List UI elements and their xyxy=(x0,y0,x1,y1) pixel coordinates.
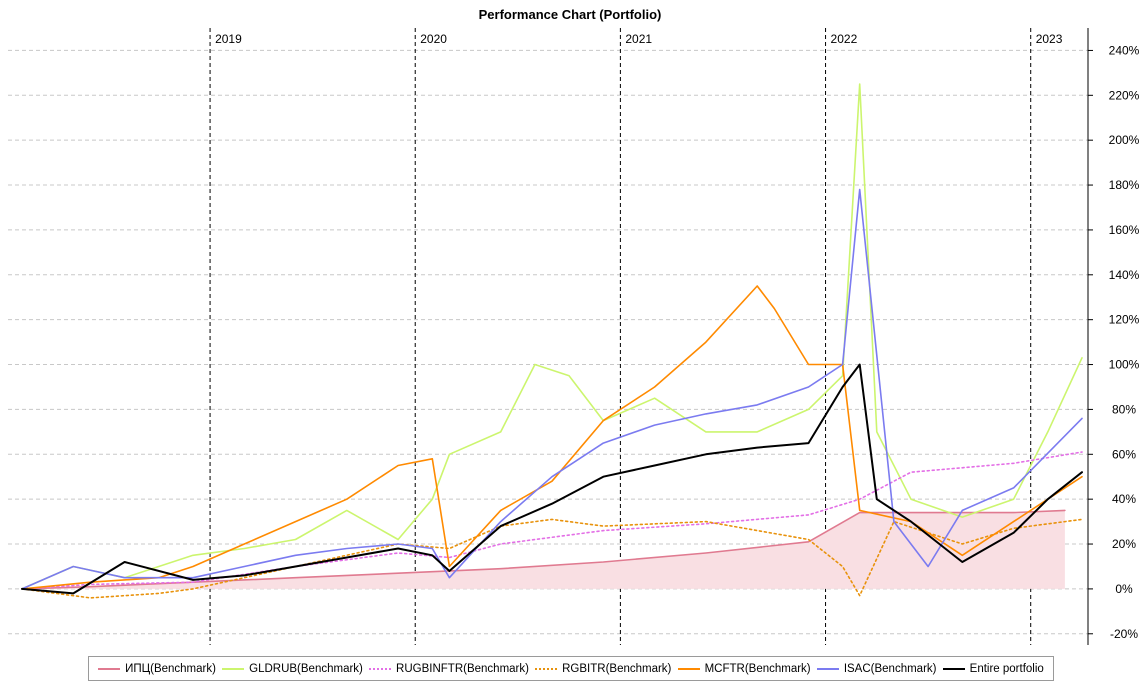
legend-label: MCFTR(Benchmark) xyxy=(704,662,811,675)
legend-swatch xyxy=(677,667,700,670)
y-tick-label: 160% xyxy=(1109,223,1140,237)
legend-item: Entire portfolio xyxy=(942,662,1044,675)
legend-label: ИПЦ(Benchmark) xyxy=(125,662,216,675)
series-line-isac-benchmark xyxy=(21,188,1083,590)
legend-label: ISAC(Benchmark) xyxy=(843,662,937,675)
legend-swatch xyxy=(535,667,558,670)
legend-swatch xyxy=(98,667,121,670)
legend-label: RGBITR(Benchmark) xyxy=(562,662,672,675)
legend-item: ИПЦ(Benchmark) xyxy=(98,663,216,675)
legend-swatch xyxy=(942,667,965,670)
legend-swatch xyxy=(816,667,839,670)
series-layer xyxy=(21,83,1083,599)
year-label: 2022 xyxy=(831,32,858,46)
y-tick-label: 200% xyxy=(1109,133,1140,147)
legend-label: Entire portfolio xyxy=(969,662,1044,675)
y-tick-label: 240% xyxy=(1109,43,1140,57)
series-line-mcftr-benchmark xyxy=(21,285,1083,590)
series-fill-ипц-benchmark xyxy=(22,510,1065,589)
y-tick-label: 80% xyxy=(1112,402,1136,416)
axis-layer: -20% 0% 20% 40% 60% 80% 100% 120% 140% 160% 180% 20… xyxy=(1087,28,1140,645)
y-tick-label: 60% xyxy=(1112,447,1136,461)
legend-item: ISAC(Benchmark) xyxy=(816,662,937,675)
legend-label: RUGBINFTR(Benchmark) xyxy=(396,662,529,675)
y-tick-label: 120% xyxy=(1109,313,1140,327)
y-tick-label: -20% xyxy=(1110,627,1138,641)
y-tick-label: 20% xyxy=(1112,537,1136,551)
legend-item: RGBITR(Benchmark) xyxy=(535,663,671,675)
fill-layer xyxy=(22,510,1065,589)
chart-title: Performance Chart (Portfolio) xyxy=(479,7,662,22)
year-label: 2020 xyxy=(420,32,447,46)
year-label: 2019 xyxy=(215,32,242,46)
series-line-entire-portfolio xyxy=(21,363,1083,595)
year-label: 2021 xyxy=(625,32,652,46)
legend-swatch xyxy=(222,667,245,670)
series-line-rgbitr-benchmark xyxy=(21,518,1083,599)
grid-layer: 2019 2020 2021 2022 2023 xyxy=(8,28,1088,645)
y-tick-label: 100% xyxy=(1109,358,1140,372)
y-tick-label: 140% xyxy=(1109,268,1140,282)
y-tick-label: 180% xyxy=(1109,178,1140,192)
y-tick-label: 220% xyxy=(1109,88,1140,102)
legend-item: RUGBINFTR(Benchmark) xyxy=(369,663,529,675)
series-line-gldrub-benchmark xyxy=(21,83,1083,590)
y-tick-label: 0% xyxy=(1115,582,1133,596)
legend-label: GLDRUB(Benchmark) xyxy=(249,662,363,675)
y-tick-label: 40% xyxy=(1112,492,1136,506)
legend-swatch xyxy=(369,667,392,670)
legend-item: GLDRUB(Benchmark) xyxy=(222,663,363,675)
year-label: 2023 xyxy=(1036,32,1063,46)
chart-legend: ИПЦ(Benchmark) GLDRUB(Benchmark) RUGBINFTR… xyxy=(88,656,1054,681)
series-line-rugbinftr-benchmark xyxy=(21,451,1083,590)
legend-item: MCFTR(Benchmark) xyxy=(677,662,811,675)
